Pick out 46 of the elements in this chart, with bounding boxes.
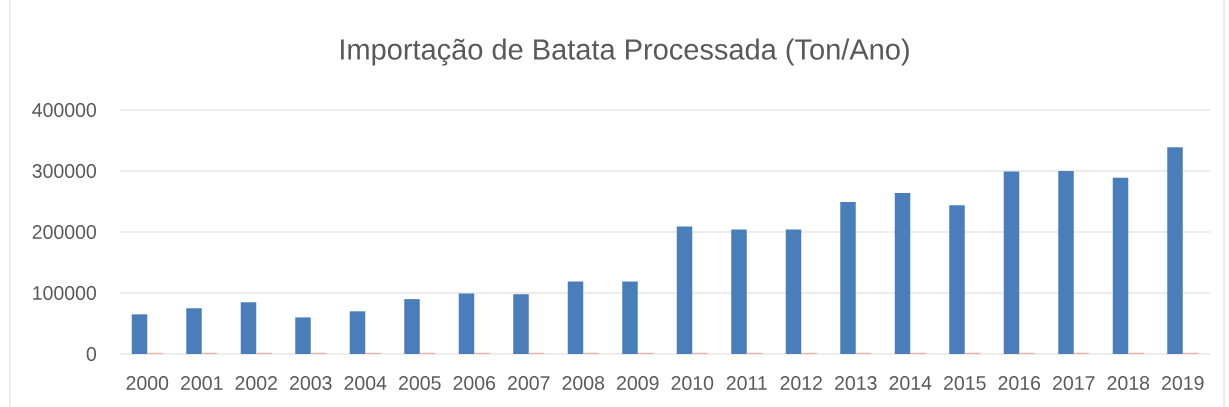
x-tick-label: 2016 [998,376,1041,390]
x-tick-label: 2011 [726,376,767,390]
chart-title: Importação de Batata Processada (Ton/Ano) [341,38,909,66]
x-tick-label: 2007 [508,376,550,390]
bar [131,314,148,354]
bar [186,308,202,354]
x-tick-label: 2001 [181,376,223,390]
bar [785,229,802,354]
x-tick-label: 2012 [780,376,822,390]
x-tick-label: 2010 [671,376,714,390]
bar [731,229,747,354]
x-tick-label: 2002 [235,376,277,390]
bar [1058,171,1074,354]
bar [1003,171,1020,354]
x-tick-label: 2006 [453,376,496,390]
bar [1112,177,1129,354]
y-tick-label: 400000 [32,103,97,117]
bar [567,281,584,354]
x-tick-label: 2000 [126,376,169,390]
bar [1167,147,1183,354]
x-tick-label: 2014 [889,376,932,390]
bar [349,311,366,354]
x-tick-label: 2009 [617,376,659,390]
bar [949,205,965,354]
x-tick-label: 2019 [1162,376,1204,390]
x-tick-label: 2013 [835,376,877,390]
bar [404,299,420,354]
x-tick-label: 2015 [944,376,986,390]
bar [676,226,693,354]
y-tick-label: 300000 [32,164,97,178]
y-tick-label: 100000 [33,286,97,300]
bar [840,202,856,354]
x-tick-label: 2003 [290,376,332,390]
bar [240,302,257,354]
x-tick-label: 2017 [1053,376,1095,390]
bar [622,281,638,354]
bar [513,294,529,354]
y-tick-label: 200000 [32,225,97,239]
x-tick-label: 2008 [562,376,605,390]
bar [295,317,311,354]
x-tick-label: 2004 [344,376,387,390]
x-tick-label: 2018 [1107,376,1150,390]
y-tick-label: 0 [86,347,97,361]
x-tick-label: 2005 [399,376,441,390]
bar [894,192,911,354]
bar [458,293,475,354]
